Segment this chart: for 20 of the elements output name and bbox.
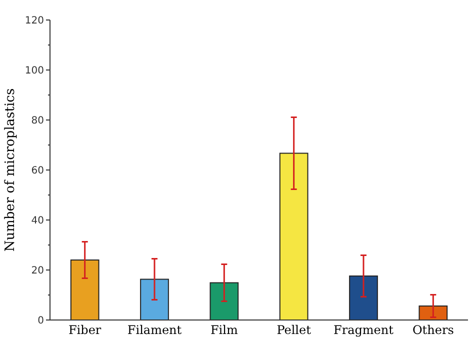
x-tick-label: Fragment (334, 323, 394, 337)
bar (418, 306, 448, 320)
bar (70, 260, 100, 320)
bar (140, 278, 169, 320)
y-axis-title: Number of microplastics (3, 88, 18, 252)
y-tick-label: 60 (31, 166, 44, 176)
x-tick-label: Others (412, 323, 454, 337)
x-tick-label: Fiber (68, 323, 102, 337)
bar (349, 276, 378, 320)
y-tick-label: 80 (31, 116, 44, 126)
x-tick-label: Film (210, 323, 238, 337)
y-tick-label: 20 (31, 266, 44, 276)
bar (279, 152, 308, 320)
y-tick-label: 40 (31, 216, 44, 226)
bar (210, 282, 239, 320)
x-tick-label: Filament (127, 323, 182, 337)
y-tick-label: 100 (24, 66, 44, 76)
y-tick-label: 0 (38, 316, 44, 326)
x-tick-label: Pellet (276, 323, 312, 337)
y-tick-label: 120 (24, 16, 44, 26)
